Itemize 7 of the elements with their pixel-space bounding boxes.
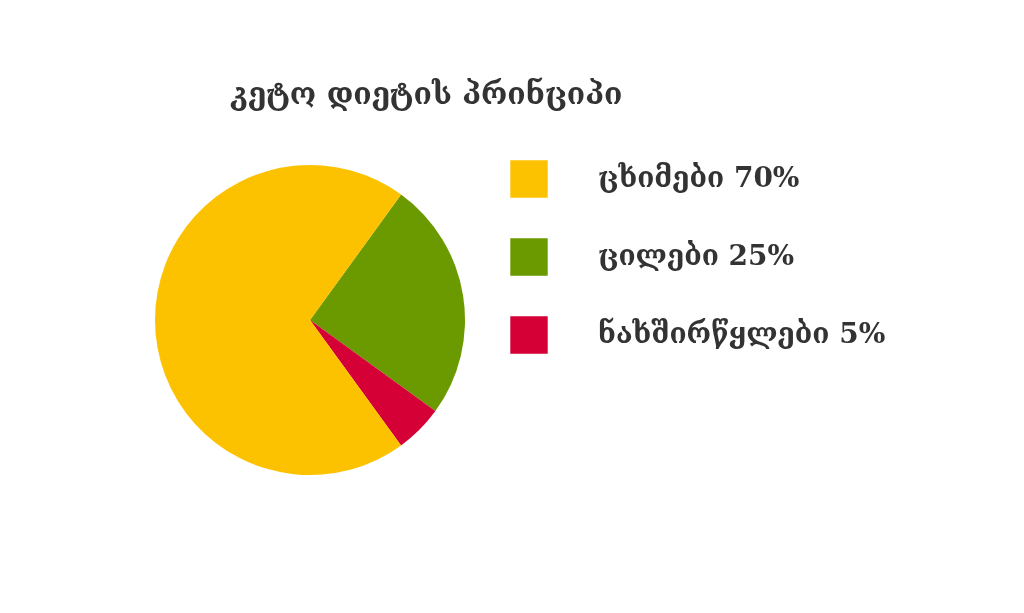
legend-label: ცილები 25% bbox=[598, 239, 795, 272]
pie-slice bbox=[155, 165, 402, 475]
legend-label: ცხიმები 70% bbox=[598, 161, 800, 194]
pie-slice bbox=[310, 320, 436, 446]
pie-slice bbox=[310, 194, 465, 412]
chart-title: კეტო დიეტის პრინციპი bbox=[230, 76, 623, 111]
legend-label: ნახშირწყლები 5% bbox=[598, 317, 886, 350]
